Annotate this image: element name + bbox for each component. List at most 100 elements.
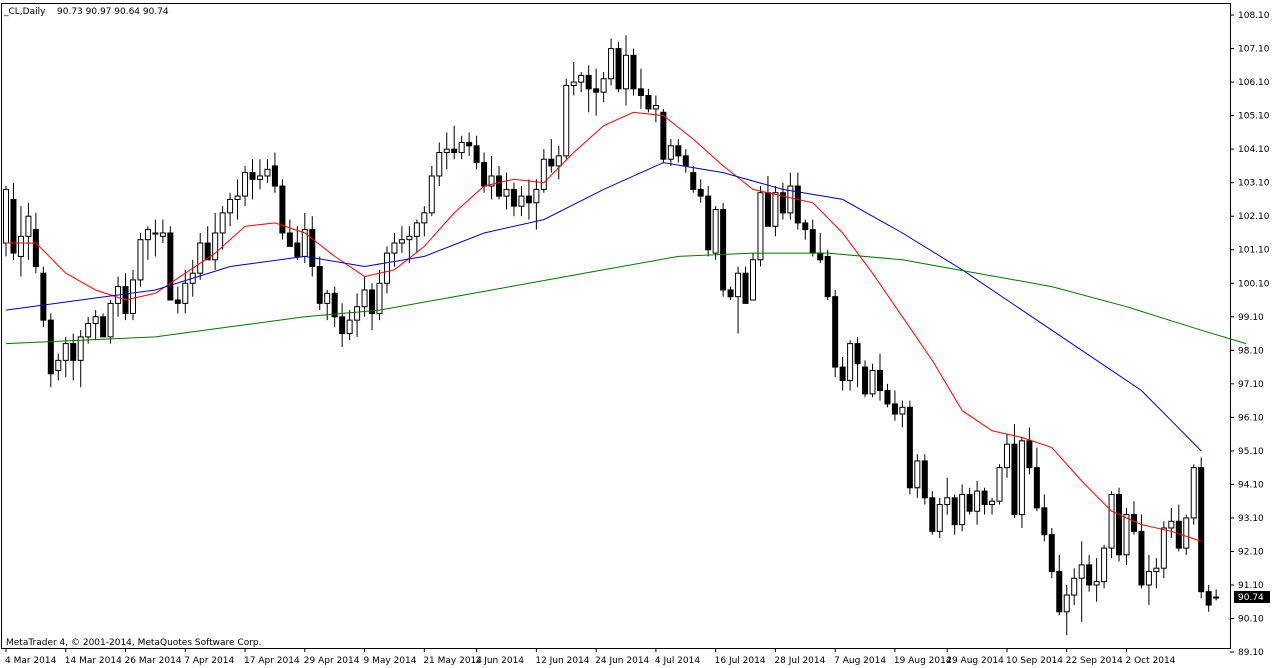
- bull-candle-body: [488, 175, 495, 187]
- candle: [824, 249, 831, 301]
- bull-candle-body: [959, 493, 966, 526]
- candle: [70, 333, 77, 381]
- candle: [1130, 501, 1137, 535]
- candle: [369, 283, 376, 331]
- candle: [750, 253, 756, 301]
- bull-candle-body: [129, 279, 136, 314]
- bear-candle-body: [70, 343, 77, 361]
- candle: [1190, 464, 1197, 525]
- candle: [473, 135, 480, 170]
- candle: [107, 300, 114, 344]
- candle: [944, 477, 951, 515]
- bull-candle-body: [62, 343, 69, 361]
- candle: [167, 226, 174, 301]
- bull-candle-body: [667, 145, 674, 160]
- bear-candle-body: [1198, 467, 1205, 593]
- candle: [608, 38, 615, 86]
- bull-candle-body: [25, 215, 32, 237]
- candle: [242, 165, 249, 207]
- bear-candle-body: [891, 403, 898, 415]
- time-tick-label: 22 Sep 2014: [1066, 656, 1123, 666]
- bull-candle-body: [428, 175, 435, 214]
- price-tick-label: 94.10: [1238, 480, 1264, 490]
- price-tick-label: 106.10: [1238, 78, 1270, 88]
- candle: [615, 41, 622, 93]
- candle: [1183, 514, 1190, 555]
- bull-candle-body: [219, 212, 226, 234]
- bear-candle-body: [832, 296, 839, 368]
- bull-candle-body: [623, 54, 630, 90]
- time-tick-label: 7 Aug 2014: [834, 656, 886, 666]
- price-tick-label: 99.10: [1238, 313, 1264, 323]
- candle: [1003, 434, 1010, 478]
- time-tick-label: 7 Apr 2014: [184, 656, 234, 666]
- candle: [152, 219, 159, 257]
- bear-candle-body: [100, 316, 107, 338]
- bear-candle-body: [279, 185, 286, 234]
- price-axis: 108.10 107.10 106.10 105.10 104.10 103.10 102.…: [1230, 11, 1270, 658]
- bull-candle-body: [376, 282, 383, 314]
- bull-candle-body: [227, 198, 234, 214]
- bull-candle-body: [1078, 564, 1085, 579]
- bull-candle-body: [563, 84, 570, 157]
- candle: [361, 276, 368, 317]
- bull-candle-body: [600, 78, 607, 93]
- time-tick-label: 10 Sep 2014: [1006, 656, 1063, 666]
- candle: [488, 155, 495, 200]
- candle: [144, 226, 151, 260]
- bear-candle-body: [802, 222, 809, 231]
- candle: [391, 232, 398, 267]
- candle: [832, 289, 839, 378]
- candle: [847, 340, 854, 391]
- bear-candle-body: [966, 493, 973, 512]
- bull-candle-body: [17, 235, 24, 257]
- bear-candle-body: [742, 272, 749, 304]
- chart-ohlc-label: 90.73 90.97 90.64 90.74: [57, 7, 169, 17]
- candle: [1116, 487, 1123, 562]
- bull-candle-body: [398, 239, 405, 244]
- bull-candle-body: [503, 188, 510, 197]
- bear-candle-body: [854, 343, 861, 365]
- time-tick-label: 21 May 2014: [423, 656, 482, 666]
- bear-candle-body: [727, 289, 734, 298]
- time-tick-label: 4 Mar 2014: [5, 656, 57, 666]
- bull-candle-body: [301, 229, 308, 257]
- bull-candle-body: [1153, 567, 1160, 573]
- candle: [705, 186, 712, 257]
- candle: [77, 330, 84, 388]
- moving-averages-layer: [5, 111, 1247, 542]
- price-tick-label: 95.10: [1238, 447, 1264, 457]
- candle: [735, 266, 742, 334]
- candle: [1108, 491, 1115, 559]
- candle: [720, 202, 727, 297]
- bull-candle-body: [533, 188, 540, 204]
- price-tick-label: 97.10: [1238, 380, 1264, 390]
- price-tick-label: 90.10: [1238, 614, 1264, 624]
- bull-candle-body: [383, 252, 390, 284]
- candle: [876, 353, 883, 401]
- bear-candle-body: [369, 289, 376, 314]
- bear-candle-body: [481, 162, 488, 187]
- bull-candle-body: [847, 343, 854, 381]
- bull-candle-body: [354, 306, 361, 321]
- candle: [802, 219, 809, 240]
- bear-candle-body: [1026, 440, 1033, 469]
- bear-candle-body: [167, 232, 174, 301]
- candle: [458, 135, 465, 160]
- bear-candle-body: [548, 158, 555, 167]
- candle: [204, 226, 211, 261]
- candle: [234, 179, 241, 220]
- time-tick-label: 19 Aug 2014: [894, 656, 952, 666]
- candle: [787, 172, 794, 220]
- candle: [921, 454, 928, 505]
- candle: [17, 206, 24, 277]
- bull-candle-body: [458, 141, 465, 154]
- candle: [585, 65, 592, 113]
- candle: [279, 179, 286, 240]
- bull-candle-body: [242, 172, 249, 197]
- candle: [503, 172, 510, 210]
- candle: [839, 357, 846, 391]
- bull-candle-body: [555, 155, 562, 167]
